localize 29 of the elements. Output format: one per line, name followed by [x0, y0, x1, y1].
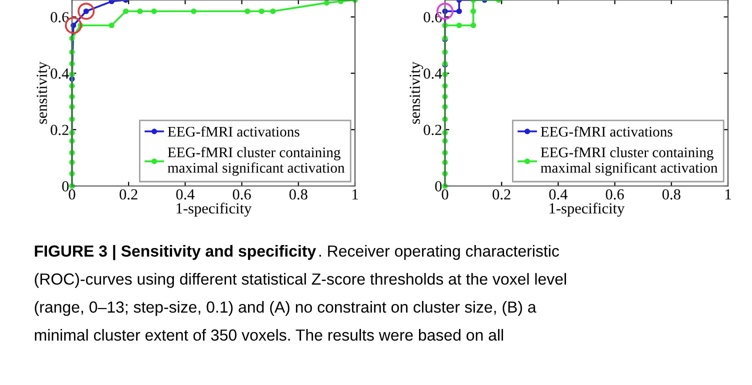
x-tick-label: 0.2: [120, 189, 138, 200]
x-tick-label: 1: [726, 189, 731, 200]
y-tick-label: 0.4: [424, 68, 442, 79]
x-axis-title: 1-specificity: [176, 202, 252, 217]
x-tick-label: 0.8: [289, 189, 308, 200]
x-tick-label: 0.2: [492, 189, 510, 200]
x-tick-label: 0.4: [176, 189, 195, 200]
y-tick-label: 0.4: [50, 68, 69, 79]
x-tick-label: 1: [352, 189, 358, 200]
y-tick-label: 0.2: [50, 124, 68, 136]
x-tick-label: 0.8: [662, 189, 680, 200]
legend-label: EEG-fMRI cluster containing maximal significant activation: [540, 146, 718, 176]
y-axis-title: sensitivity: [410, 62, 424, 124]
x-tick-label: 0.6: [232, 189, 251, 200]
text: (range, 0–13; step-size, 0.1) and (A) no constraint on cluster size, (B) a: [34, 301, 536, 316]
legend-label: EEG-fMRI activations: [168, 126, 300, 137]
y-tick-label: 0: [435, 181, 442, 192]
y-tick-label: 0.2: [424, 124, 442, 136]
caption: FIGURE 3 | Sensitivity and specificity: [34, 245, 316, 260]
legend-label: EEG-fMRI cluster containing maximal significant activation: [168, 146, 345, 176]
legend-label: EEG-fMRI activations: [540, 126, 672, 137]
x-tick-label: 0.4: [549, 189, 568, 200]
text: (ROC)-curves using different statistical Z-score thresholds at the voxel level: [34, 273, 566, 288]
x-axis-title: 1-specificity: [550, 202, 625, 217]
y-tick-label: 0: [62, 181, 69, 192]
x-tick-label: 0.6: [606, 189, 624, 200]
text: minimal cluster extent of 350 voxels. The results were based on all: [34, 329, 504, 341]
text: . Receiver operating characteristic: [319, 245, 560, 260]
y-axis-title: sensitivity: [36, 62, 50, 124]
